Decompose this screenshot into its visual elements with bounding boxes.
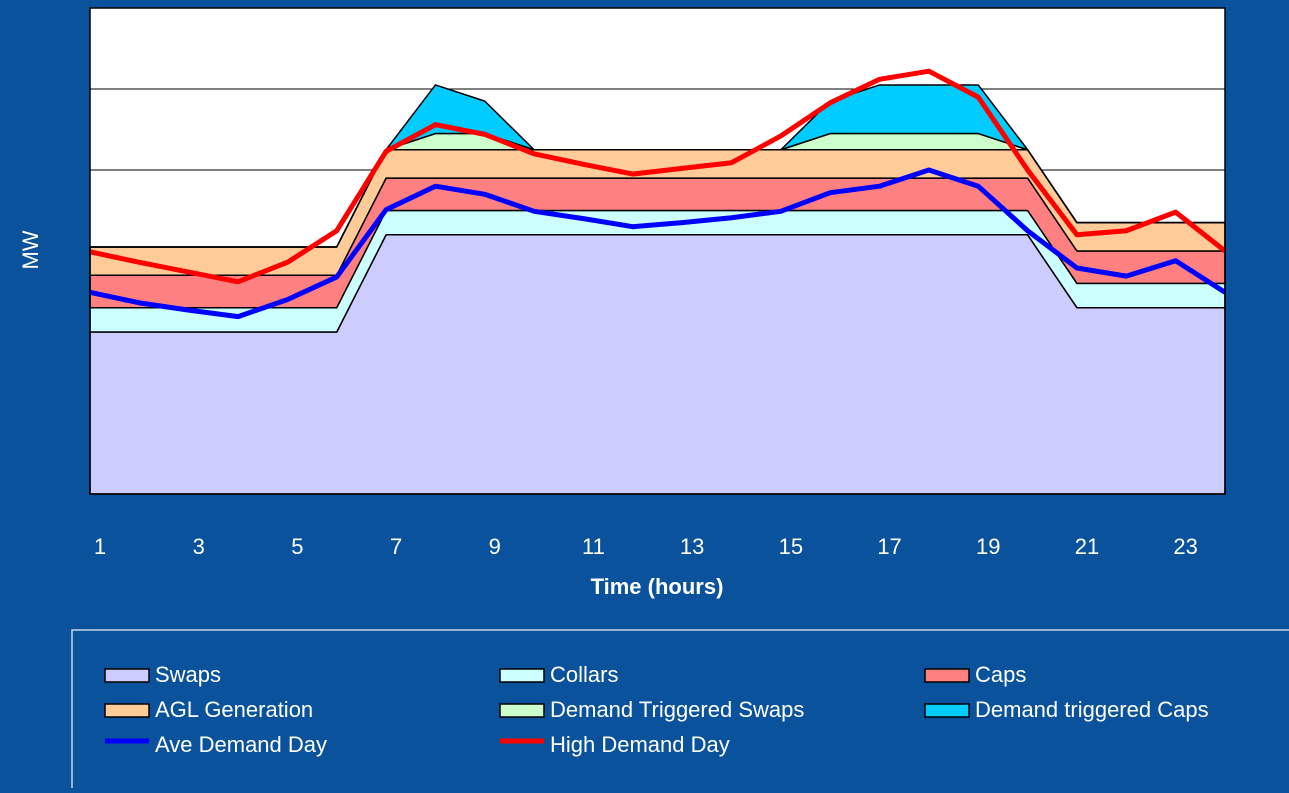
x-tick-label: 11 bbox=[582, 534, 605, 559]
x-tick-label: 19 bbox=[976, 534, 1000, 559]
x-tick-label: 15 bbox=[779, 534, 803, 559]
legend-swatch bbox=[499, 703, 545, 718]
x-tick-label: 9 bbox=[489, 534, 501, 559]
x-tick-label: 7 bbox=[390, 534, 402, 559]
legend-label: High Demand Day bbox=[550, 732, 730, 757]
legend-swatch bbox=[104, 668, 150, 683]
x-tick-label: 1 bbox=[94, 534, 106, 559]
y-axis-label: MW bbox=[18, 230, 43, 269]
legend-swatch bbox=[104, 703, 150, 718]
legend-swatch bbox=[499, 668, 545, 683]
legend: Swaps Collars Caps AGL Generation Demand Tri… bbox=[104, 662, 1209, 757]
legend-label: Ave Demand Day bbox=[155, 732, 327, 757]
line bbox=[89, 68, 1227, 285]
legend-label: Collars bbox=[550, 662, 618, 687]
legend-swatch bbox=[924, 668, 970, 683]
x-axis-label: Time (hours) bbox=[591, 574, 724, 599]
line bbox=[89, 167, 1227, 320]
x-tick-label: 17 bbox=[877, 534, 901, 559]
legend-label: AGL Generation bbox=[155, 697, 313, 722]
legend-label: Demand triggered Caps bbox=[975, 697, 1209, 722]
legend-label: Caps bbox=[975, 662, 1026, 687]
x-tick-label: 3 bbox=[193, 534, 205, 559]
x-tick-label: 5 bbox=[291, 534, 303, 559]
plot-border bbox=[89, 7, 1226, 495]
x-tick-label: 21 bbox=[1075, 534, 1099, 559]
lines bbox=[89, 68, 1227, 320]
x-tick-label: 13 bbox=[680, 534, 704, 559]
legend-swatch bbox=[924, 703, 970, 718]
legend-label: Demand Triggered Swaps bbox=[550, 697, 804, 722]
legend-label: Swaps bbox=[155, 662, 221, 687]
legend-box bbox=[71, 629, 1289, 793]
x-tick-label: 23 bbox=[1173, 534, 1197, 559]
areas bbox=[89, 84, 1226, 495]
